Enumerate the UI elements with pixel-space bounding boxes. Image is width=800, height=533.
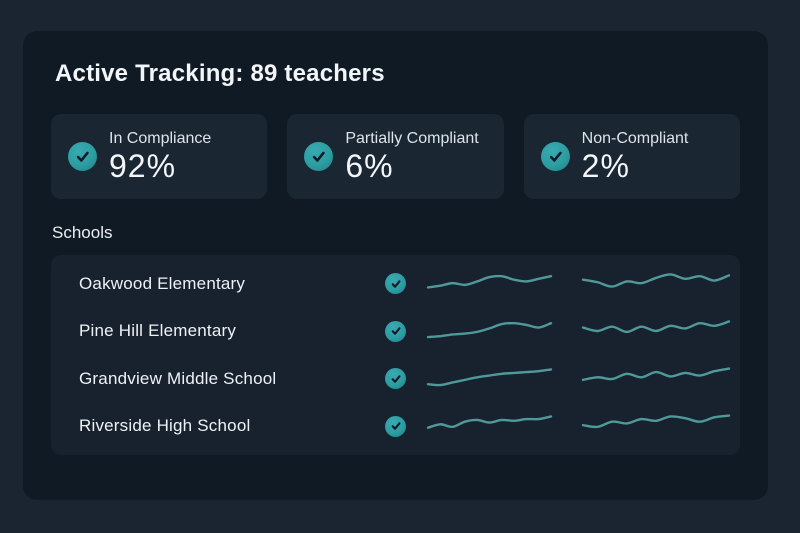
school-row-pine-hill[interactable]: Pine Hill Elementary [79,308,729,354]
school-name: Pine Hill Elementary [79,321,237,341]
stat-text: In Compliance 92% [109,129,211,184]
page-title: Active Tracking: 89 teachers [55,60,385,87]
check-circle-icon [304,142,334,171]
stat-text: Non-Compliant 2% [582,129,689,184]
stat-label: Non-Compliant [581,129,689,147]
school-row-riverside[interactable]: Riverside High School [79,403,729,449]
school-row-oakwood[interactable]: Oakwood Elementary [79,261,729,307]
compliance-sparkline [583,271,729,297]
check-circle-icon [68,142,97,171]
compliance-sparkline [428,366,551,392]
school-name: Oakwood Elementary [79,273,246,293]
compliance-sparkline [428,413,551,439]
check-circle-icon [385,415,406,437]
stat-card-in-compliance: In Compliance 92% [51,114,268,199]
compliance-sparkline [583,318,729,344]
stat-value: 2% [581,148,630,184]
school-name: Grandview Middle School [79,368,277,388]
check-circle-icon [385,273,406,295]
check-circle-icon [385,368,406,390]
check-circle-icon [540,142,570,171]
stat-value: 92% [109,148,177,184]
school-row-grandview[interactable]: Grandview Middle School [79,356,729,402]
stat-value: 6% [345,148,394,184]
school-list: Oakwood Elementary Pine Hill Elementary … [51,255,740,455]
compliance-sparkline [428,318,551,344]
stats-row: In Compliance 92% Partially Compliant 6%… [51,114,740,199]
school-name: Riverside High School [79,416,251,436]
compliance-sparkline [583,413,729,439]
compliance-sparkline [428,271,551,297]
compliance-sparkline [583,366,729,392]
stat-label: Partially Compliant [345,129,479,147]
stat-card-partially-compliant: Partially Compliant 6% [287,114,504,199]
stat-card-non-compliant: Non-Compliant 2% [523,114,740,199]
stat-label: In Compliance [109,129,212,147]
stat-text: Partially Compliant 6% [345,129,478,184]
tracking-panel: Active Tracking: 89 teachers In Complian… [23,31,768,500]
check-circle-icon [385,320,406,342]
schools-section-heading: Schools [52,223,113,242]
